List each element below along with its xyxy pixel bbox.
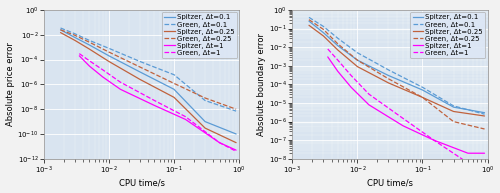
Legend: Spitzer, Δt=0.1, Green, Δt=0.1, Spitzer, Δt=0.25, Green, Δt=0.25, Spitzer, Δt=1,: Spitzer, Δt=0.1, Green, Δt=0.1, Spitzer,… — [162, 12, 237, 58]
Y-axis label: Absolute boundary error: Absolute boundary error — [257, 33, 266, 136]
X-axis label: CPU time/s: CPU time/s — [367, 179, 413, 187]
X-axis label: CPU time/s: CPU time/s — [118, 179, 164, 187]
Legend: Spitzer, Δt=0.1, Green, Δt=0.1, Spitzer, Δt=0.25, Green, Δt=0.25, Spitzer, Δt=1,: Spitzer, Δt=0.1, Green, Δt=0.1, Spitzer,… — [410, 12, 486, 58]
Y-axis label: Absolute price error: Absolute price error — [6, 42, 15, 126]
